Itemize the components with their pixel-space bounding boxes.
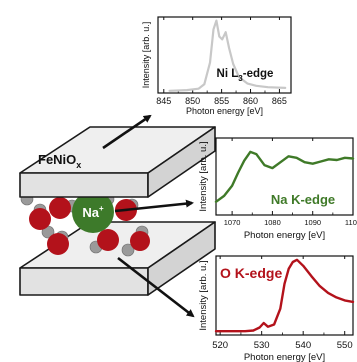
top-slab-side-face	[147, 126, 216, 198]
o-atom	[130, 231, 150, 251]
x-axis-label: Photon energy [eV]	[244, 230, 325, 241]
x-tick-label: 530	[254, 340, 270, 351]
x-tick-label: 1070	[224, 218, 241, 227]
top-slab: FeNiOx	[19, 126, 216, 198]
o-atom	[49, 197, 71, 219]
x-tick-label: 860	[243, 96, 258, 106]
h-atom	[121, 243, 135, 257]
ni-l3-edge-chart: 845 850 855 860 865 Photon energy [eV] Intensi…	[141, 16, 292, 116]
top-slab-front-face	[19, 172, 149, 198]
y-axis-label: Intensity [arb. u.]	[198, 260, 209, 330]
x-tick-label: 850	[185, 96, 200, 106]
chart-title: Na K-edge	[271, 192, 335, 207]
series-line	[214, 150, 355, 203]
chart-title: O K-edge	[220, 265, 282, 281]
plot-frame	[215, 137, 354, 216]
o-atom	[97, 229, 119, 251]
x-tick-label: 540	[295, 340, 311, 351]
bottom-slab-front-face	[19, 267, 149, 296]
x-axis-label: Photon energy [eV]	[186, 106, 263, 116]
x-tick-label: 1080	[264, 218, 281, 227]
x-tick-label: 1100	[345, 218, 357, 227]
structure-illustration: Na+ FeNiOx	[19, 114, 216, 318]
interlayer-atoms: Na+	[20, 191, 150, 257]
arrow-to-o-spectrum	[117, 256, 195, 318]
x-tick-label: 845	[156, 96, 171, 106]
y-axis-label: Intensity [arb. u.]	[198, 141, 209, 211]
na-k-edge-chart: 1070 1080 1090 1100 Photon energy [eV] Intens…	[198, 137, 357, 241]
chart-title: Ni L3-edge	[217, 68, 274, 83]
arrow-to-na-spectrum	[114, 199, 194, 213]
x-tick-label: 865	[272, 96, 287, 106]
material-label: FeNiOx	[38, 152, 81, 170]
o-atom	[47, 233, 69, 255]
arrow-to-ni-spectrum	[102, 114, 152, 150]
x-axis-label: Photon energy [eV]	[244, 352, 325, 362]
series-line	[214, 258, 355, 333]
x-tick-label: 520	[212, 340, 228, 351]
y-axis-label: Intensity [arb. u.]	[141, 22, 151, 89]
o-k-edge-chart: 520 530 540 550 Photon energy [eV] Intensity …	[198, 255, 355, 362]
plot-frame	[215, 255, 354, 336]
bottom-slab-side-face	[147, 221, 216, 296]
na-ion-label: Na+	[82, 204, 104, 220]
plot-frame	[157, 16, 292, 94]
x-tick-label: 1090	[304, 218, 321, 227]
series-line	[168, 19, 287, 92]
x-tick-label: 855	[214, 96, 229, 106]
na-ion-atom	[72, 191, 114, 233]
o-atom	[29, 208, 51, 230]
x-tick-label: 550	[337, 340, 353, 351]
